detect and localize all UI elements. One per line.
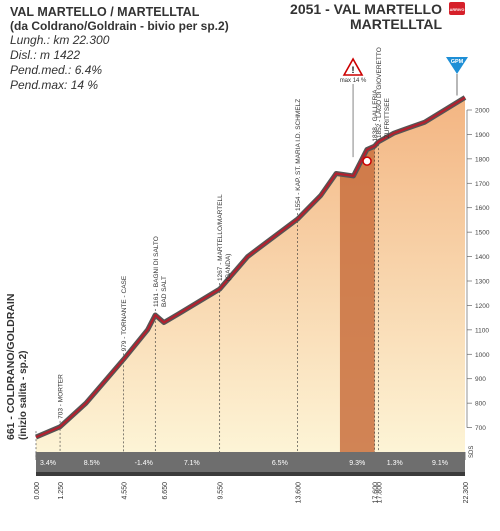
baseline-strip (36, 452, 465, 472)
landmark-label-7: 1852 - LAGO DI GIOVERETTO (376, 47, 383, 138)
summit-label: 2051 - VAL MARTELLO MARTELLTAL (290, 2, 442, 32)
km-label-4: 9.550 (218, 482, 225, 500)
gradient-label-2: -1.4% (135, 460, 153, 467)
y-tick-label-2: 900 (475, 376, 486, 383)
y-tick-label-13: 2000 (475, 108, 490, 115)
finish-badge (449, 2, 465, 15)
y-tick-label-0: 700 (475, 425, 486, 432)
landmark-sub-7: ZUFRITTSEE (384, 97, 391, 138)
gradient-label-3: 7.1% (184, 460, 200, 467)
km-label-3: 6.650 (162, 482, 169, 500)
y-tick-label-11: 1800 (475, 156, 490, 163)
stat-avg-gradient: Pend.med.: 6.4% (10, 63, 103, 77)
max-gradient-label: max 14 % (340, 78, 367, 84)
km-label-1: 1.250 (58, 482, 65, 500)
summit-name-de: MARTELLTAL (349, 16, 442, 32)
landmark-label-1: 703 - MORTER (58, 374, 65, 419)
landmark-label-3: 1161 - BAGNI DI SALTO (153, 236, 160, 307)
climb-title: VAL MARTELLO / MARTELLTAL (10, 5, 200, 19)
stat-max-gradient: Pend.max: 14 % (10, 78, 99, 92)
max-gradient-point (362, 156, 372, 166)
km-label-0: 0.000 (34, 482, 41, 500)
stat-elevation-gain: Disl.: m 1422 (10, 48, 81, 62)
landmark-label-5: 1554 - KAP. ST. MARIA I.D. SCHMELZ (295, 99, 302, 211)
landmark-sub-3: BAD SALT (161, 276, 168, 307)
climb-info: VAL MARTELLO / MARTELLTAL (da Coldrano/G… (10, 5, 229, 93)
finish-badge-label: ARRIVO (450, 8, 465, 12)
stat-length: Lungh.: km 22.300 (10, 33, 110, 47)
y-tick-label-3: 1000 (475, 352, 490, 359)
baseline-edge (36, 472, 465, 476)
y-tick-label-12: 1900 (475, 132, 490, 139)
profile-line (35, 96, 466, 439)
gradient-label-5: 9.3% (349, 460, 365, 467)
landmark-sub-4: (GANDA) (225, 254, 232, 281)
landmark-label-2: 979 - TORNANTE - CASE (121, 275, 128, 351)
y-tick-label-6: 1300 (475, 279, 490, 286)
landmark-label-4: 1267 - MARTELLO/MARTELL (217, 194, 224, 281)
gpm-badge (446, 57, 468, 74)
start-label: 661 - COLDRANO/GOLDRAIN (5, 294, 17, 440)
km-label-7: 17.800 (376, 482, 383, 504)
sds-label: SDS (469, 446, 475, 458)
y-tick-label-4: 1100 (475, 327, 489, 334)
y-tick-label-10: 1700 (475, 181, 490, 188)
landmark-label-6: 1838 - GALLERIA (372, 89, 379, 142)
gpm-badge-label: GPM (451, 59, 464, 65)
profile-area (36, 97, 465, 452)
y-tick-label-5: 1200 (475, 303, 490, 310)
gradient-label-7: 9.1% (432, 460, 448, 467)
warning-mark: ! (352, 65, 355, 75)
km-label-5: 13.600 (296, 482, 303, 504)
km-label-8: 22.300 (463, 482, 470, 504)
warning-sign (342, 57, 364, 76)
gradient-label-1: 8.5% (84, 460, 100, 467)
start-sub-label: (inizio salita - sp.2) (18, 351, 29, 440)
y-tick-label-8: 1500 (475, 230, 490, 237)
y-tick-label-1: 800 (475, 401, 486, 408)
gallery-band (339, 146, 375, 452)
gradient-label-0: 3.4% (40, 460, 56, 467)
climb-subtitle: (da Coldrano/Goldrain - bivio per sp.2) (10, 19, 229, 33)
summit-name: 2051 - VAL MARTELLO (290, 1, 442, 17)
gradient-label-4: 6.5% (272, 460, 288, 467)
y-tick-label-7: 1400 (475, 254, 490, 261)
km-label-6: 17.600 (373, 482, 380, 504)
y-tick-label-9: 1600 (475, 205, 490, 212)
gradient-label-6: 1.3% (387, 460, 403, 467)
km-label-2: 4.550 (122, 482, 129, 500)
